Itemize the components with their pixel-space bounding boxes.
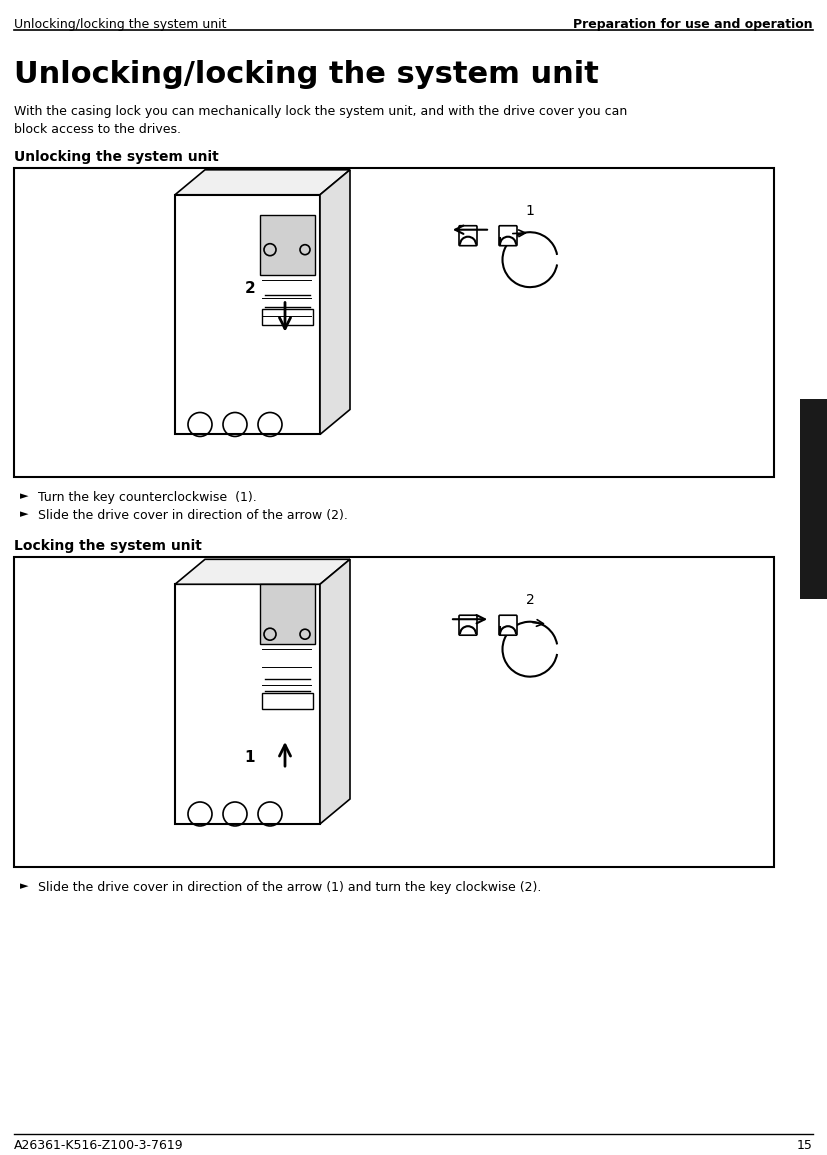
Text: 2: 2 — [245, 281, 256, 296]
Text: Unlocking/locking the system unit: Unlocking/locking the system unit — [14, 60, 599, 89]
Text: Unlocking the system unit: Unlocking the system unit — [14, 150, 219, 164]
FancyBboxPatch shape — [459, 616, 477, 635]
Text: Unlocking/locking the system unit: Unlocking/locking the system unit — [14, 18, 227, 31]
Text: ►: ► — [20, 491, 28, 501]
Text: Turn the key counterclockwise  (1).: Turn the key counterclockwise (1). — [38, 491, 256, 505]
Bar — [260, 215, 315, 275]
Text: Slide the drive cover in direction of the arrow (1) and turn the key clockwise (: Slide the drive cover in direction of th… — [38, 881, 542, 894]
FancyBboxPatch shape — [499, 225, 517, 246]
Text: 1: 1 — [245, 750, 256, 765]
Polygon shape — [320, 170, 350, 434]
Text: ►: ► — [20, 881, 28, 891]
FancyBboxPatch shape — [459, 225, 477, 246]
Text: Slide the drive cover in direction of the arrow (2).: Slide the drive cover in direction of th… — [38, 509, 348, 522]
Bar — [14, 167, 774, 477]
Bar — [14, 558, 774, 867]
Text: Locking the system unit: Locking the system unit — [14, 539, 202, 553]
Text: With the casing lock you can mechanically lock the system unit, and with the dri: With the casing lock you can mechanicall… — [14, 105, 627, 136]
Bar — [262, 693, 313, 709]
Polygon shape — [320, 559, 350, 824]
Text: ►: ► — [20, 509, 28, 520]
Text: 1: 1 — [526, 203, 534, 218]
Bar — [260, 584, 315, 644]
FancyBboxPatch shape — [499, 616, 517, 635]
Polygon shape — [175, 170, 350, 195]
Text: Preparation for use and operation: Preparation for use and operation — [573, 18, 813, 31]
Bar — [262, 308, 313, 325]
Bar — [800, 400, 827, 599]
Text: A26361-K516-Z100-3-7619: A26361-K516-Z100-3-7619 — [14, 1139, 184, 1152]
Text: 15: 15 — [797, 1139, 813, 1152]
Bar — [175, 195, 320, 434]
Bar — [175, 584, 320, 824]
Text: 2: 2 — [526, 594, 534, 608]
Polygon shape — [175, 559, 350, 584]
